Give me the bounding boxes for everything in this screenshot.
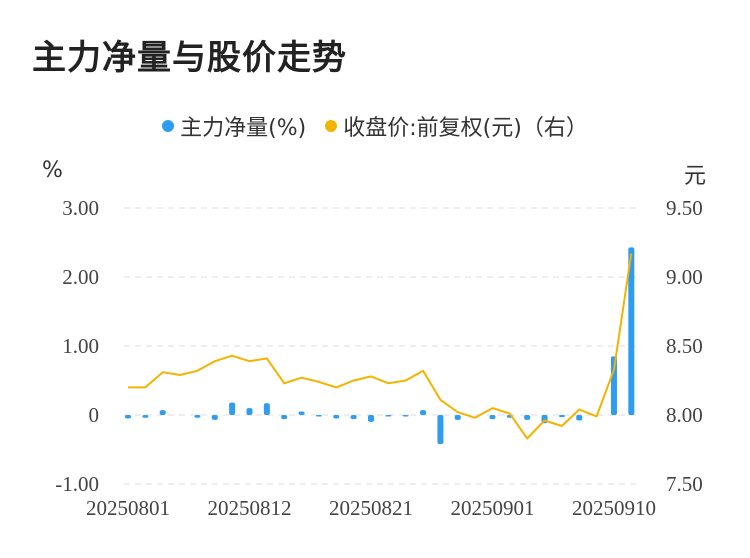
x-tick-label: 20250801 [86, 496, 170, 520]
x-tick-label: 20250812 [207, 496, 291, 520]
y-right-tick-label: 9.00 [666, 265, 703, 289]
y-right-tick-label: 8.00 [666, 403, 703, 427]
y-left-tick-label: 0 [89, 403, 100, 427]
x-tick-label: 20250910 [572, 496, 656, 520]
x-tick-label: 20250821 [329, 496, 413, 520]
legend-label-net-volume: 主力净量(%) [180, 116, 307, 141]
bar-net-volume [367, 415, 374, 422]
chart-title: 主力净量与股价走势 [32, 38, 347, 78]
bar-net-volume [142, 415, 149, 418]
bar-net-volume [420, 410, 427, 415]
bar-net-volume [229, 402, 236, 415]
bar-net-volume [628, 247, 635, 415]
y-left-tick-label: 3.00 [62, 196, 99, 220]
legend: 主力净量(%) 收盘价:前复权(元)（右） [0, 110, 750, 142]
bar-net-volume [211, 415, 218, 420]
bar-net-volume [246, 408, 253, 415]
y-left-tick-label: 2.00 [62, 265, 99, 289]
x-tick-label: 20250901 [450, 496, 534, 520]
bar-net-volume [576, 415, 583, 421]
legend-item-close-price[interactable]: 收盘价:前复权(元)（右） [325, 110, 588, 142]
bar-net-volume [524, 415, 531, 420]
line-close-price [128, 253, 633, 440]
bar-net-volume [263, 403, 270, 415]
bar-net-volume [194, 415, 201, 418]
bar-net-volume [159, 410, 166, 415]
legend-dot-bar [162, 120, 175, 132]
bar-net-volume [402, 415, 409, 417]
bar-net-volume [315, 415, 322, 417]
bar-net-volume [350, 415, 357, 420]
y-right-tick-label: 8.50 [666, 334, 703, 358]
bar-net-volume [125, 415, 131, 419]
right-axis-unit: 元 [684, 164, 707, 189]
left-axis-unit: % [42, 158, 63, 183]
bar-net-volume [385, 415, 392, 417]
legend-item-net-volume[interactable]: 主力净量(%) [162, 110, 306, 142]
legend-dot-line [325, 120, 338, 132]
y-left-tick-label: -1.00 [55, 472, 99, 496]
y-left-tick-label: 1.00 [62, 334, 99, 358]
bar-net-volume [437, 415, 444, 444]
bar-net-volume [489, 415, 496, 420]
bar-net-volume [333, 415, 340, 419]
legend-label-close-price: 收盘价:前复权(元)（右） [343, 116, 588, 141]
bar-net-volume [298, 411, 305, 415]
y-right-tick-label: 9.50 [666, 196, 703, 220]
bar-net-volume [281, 415, 288, 420]
bar-net-volume [454, 415, 461, 420]
bar-net-volume [558, 415, 565, 418]
y-right-tick-label: 7.50 [666, 472, 703, 496]
